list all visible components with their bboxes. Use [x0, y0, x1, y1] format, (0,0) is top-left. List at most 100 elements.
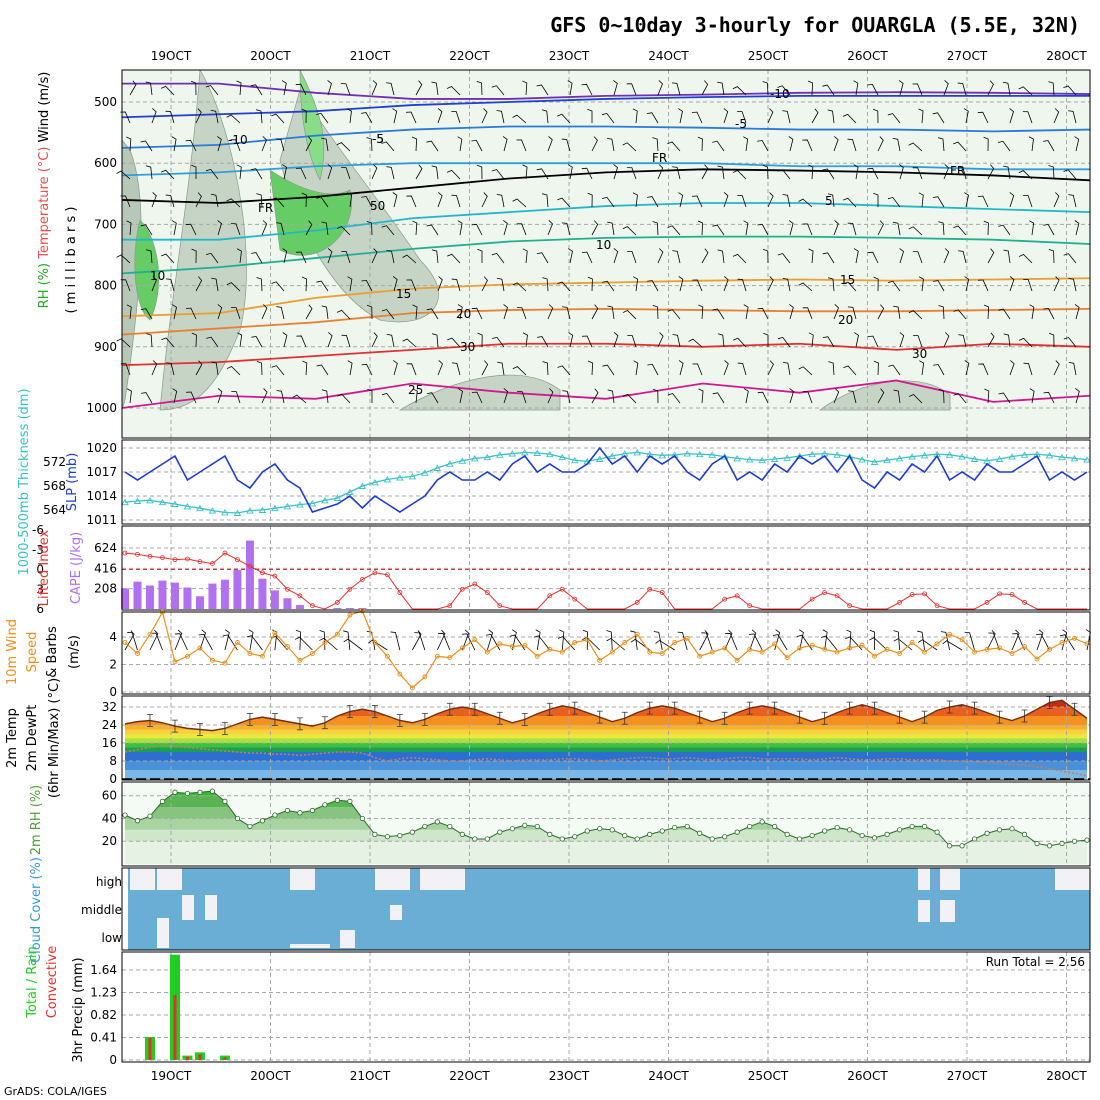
- ylabel-li: Lifted Index: [37, 529, 52, 606]
- rh-point: [209, 788, 216, 794]
- wind-barb: [912, 251, 923, 264]
- wind-barb: [412, 388, 418, 404]
- lifted-index-point: [160, 555, 165, 561]
- rh-point: [347, 798, 353, 804]
- wind-barb: [406, 279, 417, 292]
- wind-barb: [847, 138, 857, 152]
- ylabel-part: Convective: [45, 946, 60, 1019]
- y-tick-label-pressure: 800: [94, 279, 117, 293]
- wind-barb: [446, 169, 461, 180]
- wind-barb: [120, 363, 131, 376]
- wind-barb: [562, 390, 571, 404]
- cloud-gap: [290, 868, 315, 890]
- wind-barb: [627, 251, 637, 264]
- wind-barb: [811, 108, 819, 124]
- wind-barb: [337, 393, 351, 404]
- ylabel-part: CAPE (J/kg): [69, 532, 84, 604]
- wind-barb: [431, 165, 439, 180]
- wind-barb: [652, 221, 659, 236]
- lifted-index-point: [484, 590, 490, 595]
- wind-barb: [677, 631, 688, 651]
- wind-barb: [292, 394, 307, 404]
- wind-barb: [481, 192, 488, 208]
- wind-barb: [602, 364, 615, 376]
- wind-barb: [737, 194, 747, 208]
- wind-barb: [712, 308, 725, 320]
- lifted-index-point: [647, 586, 653, 592]
- minmax-bar: [921, 710, 928, 724]
- rh-point: [959, 843, 965, 849]
- wind-barb: [602, 280, 615, 292]
- wind-barb: [557, 281, 571, 292]
- thickness-point: [758, 456, 766, 464]
- lifted-index-point: [747, 603, 753, 609]
- x-tick-label-top: 25OCT: [748, 49, 789, 63]
- wind-barb: [983, 136, 989, 152]
- wind-barb: [140, 140, 153, 152]
- wind-barb: [381, 309, 395, 320]
- minmax-bar: [421, 712, 428, 726]
- wind-barb: [171, 136, 177, 152]
- wind-barb: [481, 108, 488, 124]
- ylabel-precip-total: Total / Rain: [25, 946, 40, 1019]
- wind-barb: [743, 388, 749, 404]
- wind-barb: [953, 393, 967, 404]
- wind-barb: [381, 141, 395, 152]
- wind-barb: [1029, 220, 1035, 236]
- wind-speed-point: [534, 653, 540, 659]
- wind-barb: [296, 251, 307, 264]
- wind-barb: [261, 388, 268, 404]
- wind-barb: [250, 84, 263, 96]
- ylabel-part: Lifted Index: [37, 529, 52, 606]
- wind-barb: [1029, 388, 1035, 404]
- wind-barb: [226, 198, 241, 208]
- wind-barb: [271, 197, 285, 208]
- wind-speed-point: [197, 645, 203, 651]
- wind-speed-point: [747, 646, 753, 652]
- lifted-index-point: [572, 596, 578, 602]
- wind-speed-point: [484, 649, 490, 655]
- cape-bar: [345, 608, 354, 609]
- wind-barb: [912, 83, 923, 96]
- wind-barb: [217, 304, 223, 320]
- isotherm-line: [121, 94, 1090, 119]
- panel-precip-frame: [121, 951, 1091, 1063]
- rh-point: [359, 815, 365, 822]
- rh-point: [297, 810, 303, 816]
- wind-barb: [802, 307, 813, 320]
- minmax-bar: [171, 719, 178, 733]
- wind-speed-point: [622, 640, 628, 645]
- wind-barb: [587, 192, 593, 208]
- lifted-index-point: [384, 572, 390, 578]
- lifted-index-point: [934, 603, 940, 609]
- wind-barb: [146, 249, 153, 264]
- precip-convective-bar: [173, 995, 177, 1060]
- wind-barb: [547, 136, 553, 152]
- wind-barb: [386, 250, 395, 264]
- wind-barb: [917, 630, 925, 651]
- isotherm-line: [121, 168, 1091, 204]
- wind-barb: [1012, 633, 1025, 651]
- rh-point: [909, 823, 915, 830]
- y-tick-label-slp: 1017: [86, 465, 117, 479]
- cloud-level-label: low: [102, 931, 123, 945]
- wind-barb: [392, 192, 398, 208]
- x-tick-label-bottom: 25OCT: [748, 1069, 789, 1083]
- wind-barb: [743, 304, 749, 320]
- wind-speed-line: [124, 610, 1088, 689]
- wind-speed-point: [1059, 640, 1065, 645]
- wind-barb: [198, 633, 213, 651]
- thickness-point: [845, 453, 854, 460]
- wind-barb: [737, 362, 747, 376]
- wind-speed-point: [959, 637, 965, 643]
- wind-barb: [347, 192, 353, 208]
- wind-barb: [205, 168, 219, 180]
- ylabel-part: Wind (m/s): [37, 72, 52, 143]
- wind-barb: [451, 278, 461, 292]
- thickness-point: [970, 455, 979, 462]
- y-tick-label-pressure: 700: [94, 217, 117, 231]
- wind-barb: [393, 360, 398, 376]
- wind-speed-point: [609, 649, 615, 655]
- lifted-index-point: [310, 603, 315, 609]
- y-tick-label-thickness: 564: [43, 503, 66, 517]
